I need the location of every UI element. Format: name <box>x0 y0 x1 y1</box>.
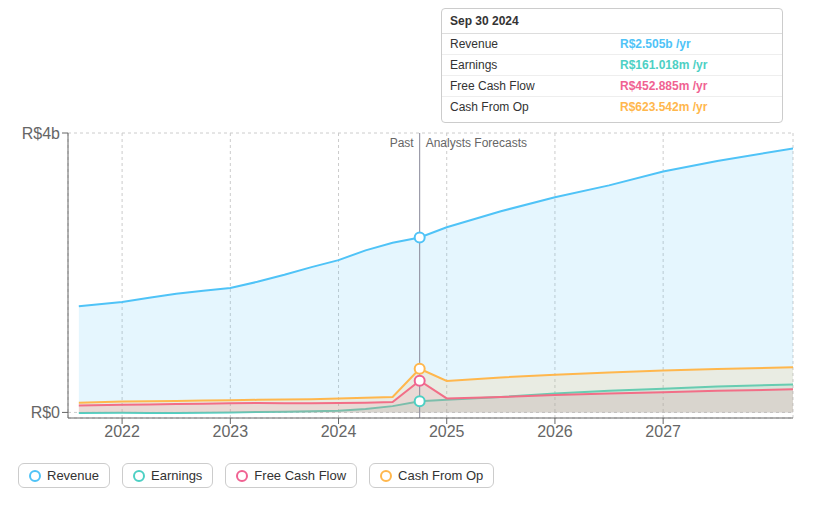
html-text:Free Cash Flow: Free Cash Flow <box>254 468 347 483</box>
html-text:Sep 30 2024: Sep 30 2024 <box>450 14 519 28</box>
svg-text:2022: 2022 <box>104 423 140 440</box>
svg-text:2026: 2026 <box>537 423 573 440</box>
svg-text:Analysts Forecasts: Analysts Forecasts <box>426 136 527 150</box>
html-text:Earnings: Earnings <box>450 58 498 72</box>
svg-text:2027: 2027 <box>645 423 681 440</box>
html-text:Cash From Op: Cash From Op <box>450 100 529 114</box>
html-text:R$452.885m /yr: R$452.885m /yr <box>620 79 708 93</box>
html-text:Revenue: Revenue <box>47 468 99 483</box>
html-text:Earnings: Earnings <box>151 468 203 483</box>
html-text:Free Cash Flow: Free Cash Flow <box>450 79 535 93</box>
html-text:R$2.505b /yr: R$2.505b /yr <box>620 37 691 51</box>
svg-text:2023: 2023 <box>213 423 249 440</box>
svg-text:R$4b: R$4b <box>22 125 60 142</box>
html-text:R$623.542m /yr: R$623.542m /yr <box>620 100 708 114</box>
svg-text:2024: 2024 <box>321 423 357 440</box>
html-text:R$161.018m /yr: R$161.018m /yr <box>620 58 708 72</box>
html-text:Revenue: Revenue <box>450 37 498 51</box>
svg-text:Past: Past <box>390 136 415 150</box>
svg-text:2025: 2025 <box>429 423 465 440</box>
svg-text:R$0: R$0 <box>31 404 60 421</box>
html-text:Cash From Op: Cash From Op <box>398 468 484 483</box>
